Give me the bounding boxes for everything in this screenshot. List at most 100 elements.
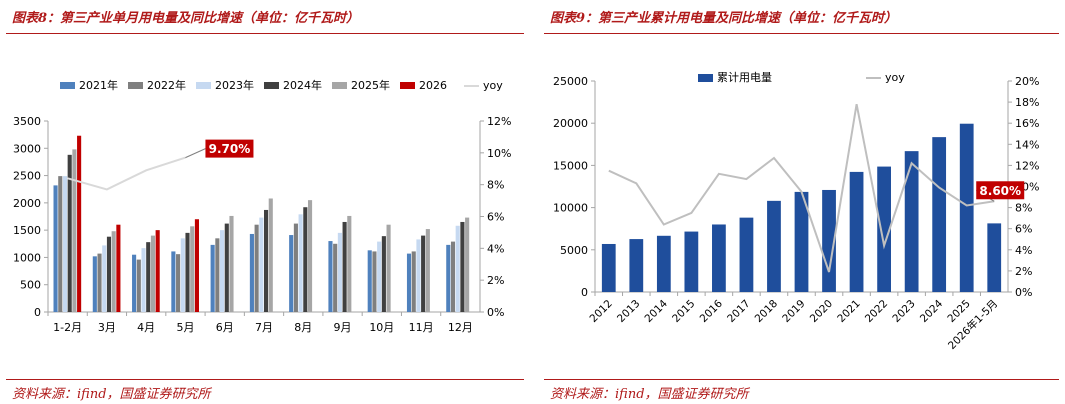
right-x-tick-label: 2014 xyxy=(643,297,671,325)
right-bar xyxy=(684,231,699,292)
right-x-tick-label: 2022 xyxy=(863,298,890,325)
left-legend-label: 2024年 xyxy=(283,78,322,92)
left-legend-swatch xyxy=(264,82,279,89)
left-bar xyxy=(141,248,146,312)
left-bar xyxy=(102,245,107,312)
right-y-right-tick-label: 18% xyxy=(1015,96,1039,109)
right-bar xyxy=(877,166,891,292)
right-y-right-tick-label: 16% xyxy=(1015,117,1039,130)
left-bar xyxy=(171,251,176,312)
left-x-tick-label: 1-2月 xyxy=(53,321,82,334)
right-bar xyxy=(959,123,974,293)
left-bar xyxy=(268,198,273,312)
left-yoy-line xyxy=(67,156,186,191)
left-y-left-tick-label: 500 xyxy=(20,279,41,292)
right-chart-panel: 图表9：第三产业累计用电量及同比增速（单位：亿千瓦时） 累计用电量 yoy 0 500… xyxy=(538,0,1065,404)
left-bar xyxy=(67,154,72,312)
left-y-right-tick-label: 8% xyxy=(487,179,504,192)
left-bar xyxy=(190,226,195,312)
left-bar xyxy=(132,254,137,312)
left-legend-swatch xyxy=(128,82,143,89)
left-bar xyxy=(92,256,97,312)
left-bar xyxy=(215,238,220,312)
right-bar xyxy=(849,171,864,292)
left-bar xyxy=(176,254,181,312)
right-callout-label: 8.60% xyxy=(979,184,1021,198)
right-bar xyxy=(904,151,919,292)
right-x-tick-label: 2018 xyxy=(753,298,780,325)
left-y-right-tick-label: 4% xyxy=(487,242,504,255)
left-legend-swatch xyxy=(60,82,75,89)
right-x-tick-label: 2017 xyxy=(725,298,752,325)
left-callout-label: 9.70% xyxy=(209,142,251,156)
right-callout-box xyxy=(976,181,1025,200)
left-bar xyxy=(421,235,426,312)
left-legend-label: 2025年 xyxy=(351,78,390,92)
left-chart-source: 资料来源：ifind，国盛证券研究所 xyxy=(12,387,211,402)
left-bar xyxy=(289,235,294,312)
left-bar xyxy=(342,221,347,312)
left-bar xyxy=(307,200,313,312)
left-bar xyxy=(460,221,465,312)
left-bar xyxy=(111,231,116,312)
right-x-tick-label: 2020 xyxy=(808,298,835,325)
left-bar xyxy=(116,224,121,312)
left-bar xyxy=(229,215,234,312)
right-bar xyxy=(932,137,947,292)
right-y-left-tick-label: 5000 xyxy=(560,244,588,257)
left-bar xyxy=(220,230,225,312)
right-x-tick-label: 2013 xyxy=(615,298,642,325)
left-bar xyxy=(53,185,58,312)
left-bar xyxy=(293,223,298,312)
right-y-right-tick-label: 12% xyxy=(1015,159,1039,172)
left-bar xyxy=(425,229,430,312)
left-bar xyxy=(180,238,185,312)
left-bar xyxy=(303,207,308,312)
left-y-right-tick-label: 0% xyxy=(487,306,504,319)
left-y-right-tick-label: 10% xyxy=(487,147,511,160)
left-bar xyxy=(106,236,112,312)
left-legend-label: 2026 xyxy=(419,79,447,92)
left-bar xyxy=(72,149,77,312)
left-chart: 2021年 2022年 2023年 2024年 2025年 2026 yoy 0 500 1000… xyxy=(13,78,511,334)
left-x-tick-label: 6月 xyxy=(216,321,234,334)
left-y-left-tick-label: 1000 xyxy=(13,251,41,264)
right-x-tick-label: 2023 xyxy=(890,298,917,325)
left-legend-label: 2021年 xyxy=(79,78,118,92)
right-x-tick-label: 2016 xyxy=(698,297,726,325)
right-y-right-tick-label: 8% xyxy=(1015,202,1032,215)
left-bar xyxy=(185,232,190,312)
right-legend-swatch xyxy=(698,74,713,82)
left-bar xyxy=(411,251,416,312)
left-title-rule xyxy=(6,33,524,34)
right-bar xyxy=(739,217,754,292)
right-x-tick-label: 2012 xyxy=(587,298,614,325)
left-x-tick-label: 5月 xyxy=(176,321,194,334)
right-chart: 累计用电量 yoy 0 5000 10000 15000 20000 25000 0% 2% 4% 6… xyxy=(553,71,1039,352)
right-yoy-line xyxy=(608,104,995,273)
right-x-tick-label: 2019 xyxy=(780,298,807,325)
left-bar xyxy=(150,235,155,312)
right-bar xyxy=(712,224,726,292)
left-bar xyxy=(381,236,386,312)
left-x-tick-label: 10月 xyxy=(369,321,394,334)
left-bar xyxy=(347,215,352,312)
left-bar xyxy=(446,244,451,312)
right-y-right-tick-label: 14% xyxy=(1015,138,1039,151)
left-bar xyxy=(416,239,421,312)
left-x-tick-label: 8月 xyxy=(294,321,312,334)
left-y-left-tick-label: 2000 xyxy=(13,197,41,210)
left-bar xyxy=(450,241,456,312)
left-y-right-tick-label: 2% xyxy=(487,274,504,287)
left-y-left-tick-label: 3500 xyxy=(13,115,41,128)
right-y-left-tick-label: 20000 xyxy=(553,117,588,130)
left-chart-title: 图表8：第三产业单月用电量及同比增速（单位：亿千瓦时） xyxy=(12,11,360,26)
left-bar xyxy=(298,214,303,312)
left-bar xyxy=(328,241,333,312)
left-bar xyxy=(406,253,412,312)
left-x-tick-label: 4月 xyxy=(137,321,155,334)
right-x-tick-label: 2024 xyxy=(918,297,946,325)
right-bar xyxy=(601,243,616,292)
left-callout-box xyxy=(205,139,254,158)
right-y-left-tick-label: 15000 xyxy=(553,159,588,172)
